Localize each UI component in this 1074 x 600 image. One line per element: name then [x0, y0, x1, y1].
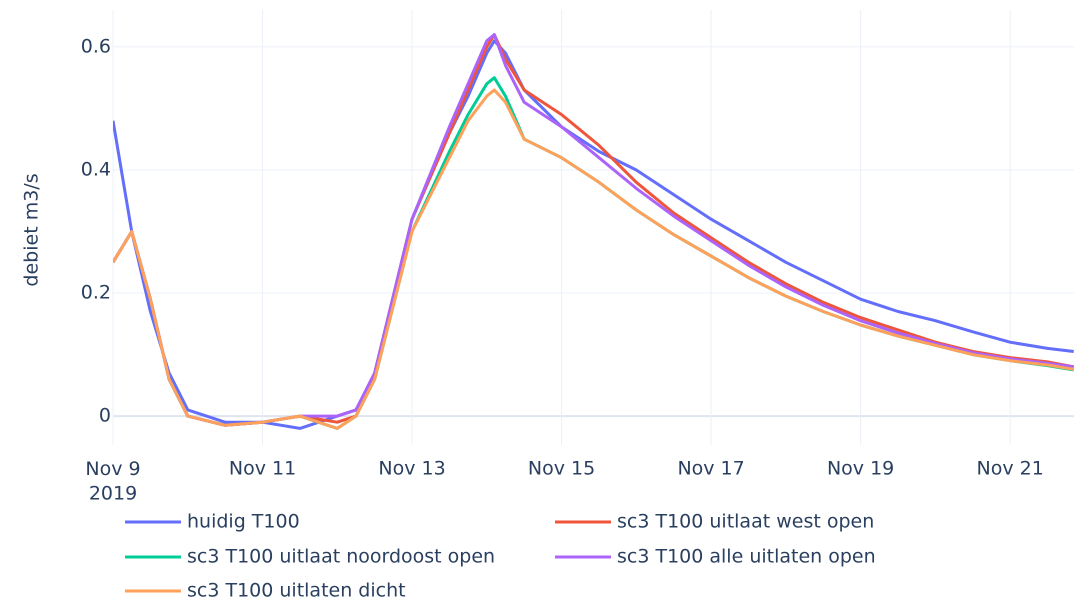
x-tick-label: Nov 21 [976, 458, 1043, 480]
y-tick-label: 0 [99, 405, 111, 427]
x-tick-label: Nov 13 [378, 458, 445, 480]
y-tick-label: 0.4 [81, 158, 111, 180]
y-tick-label: 0.2 [81, 282, 111, 304]
x-tick-label: Nov 19 [827, 458, 894, 480]
legend-label: sc3 T100 alle uitlaten open [617, 546, 876, 568]
y-tick-label: 0.6 [81, 35, 111, 57]
data-line [113, 88, 1074, 430]
x-tick-label: Nov 11 [229, 458, 296, 480]
data-line [113, 76, 1074, 430]
data-line [113, 33, 1074, 427]
legend-label: sc3 T100 uitlaten dicht [187, 580, 406, 600]
plot-area [113, 33, 1074, 430]
x-tick-label: Nov 17 [677, 458, 744, 480]
y-axis-label: debiet m3/s [21, 173, 43, 286]
x-tick-label: Nov 9 2019 [85, 458, 140, 505]
legend-label: huidig T100 [187, 511, 300, 533]
x-tick-label: Nov 15 [528, 458, 595, 480]
legend-label: sc3 T100 uitlaat west open [617, 511, 874, 533]
data-line [113, 33, 1074, 427]
grid [112, 10, 1074, 445]
legend-label: sc3 T100 uitlaat noordoost open [187, 546, 495, 568]
data-line [113, 39, 1074, 430]
